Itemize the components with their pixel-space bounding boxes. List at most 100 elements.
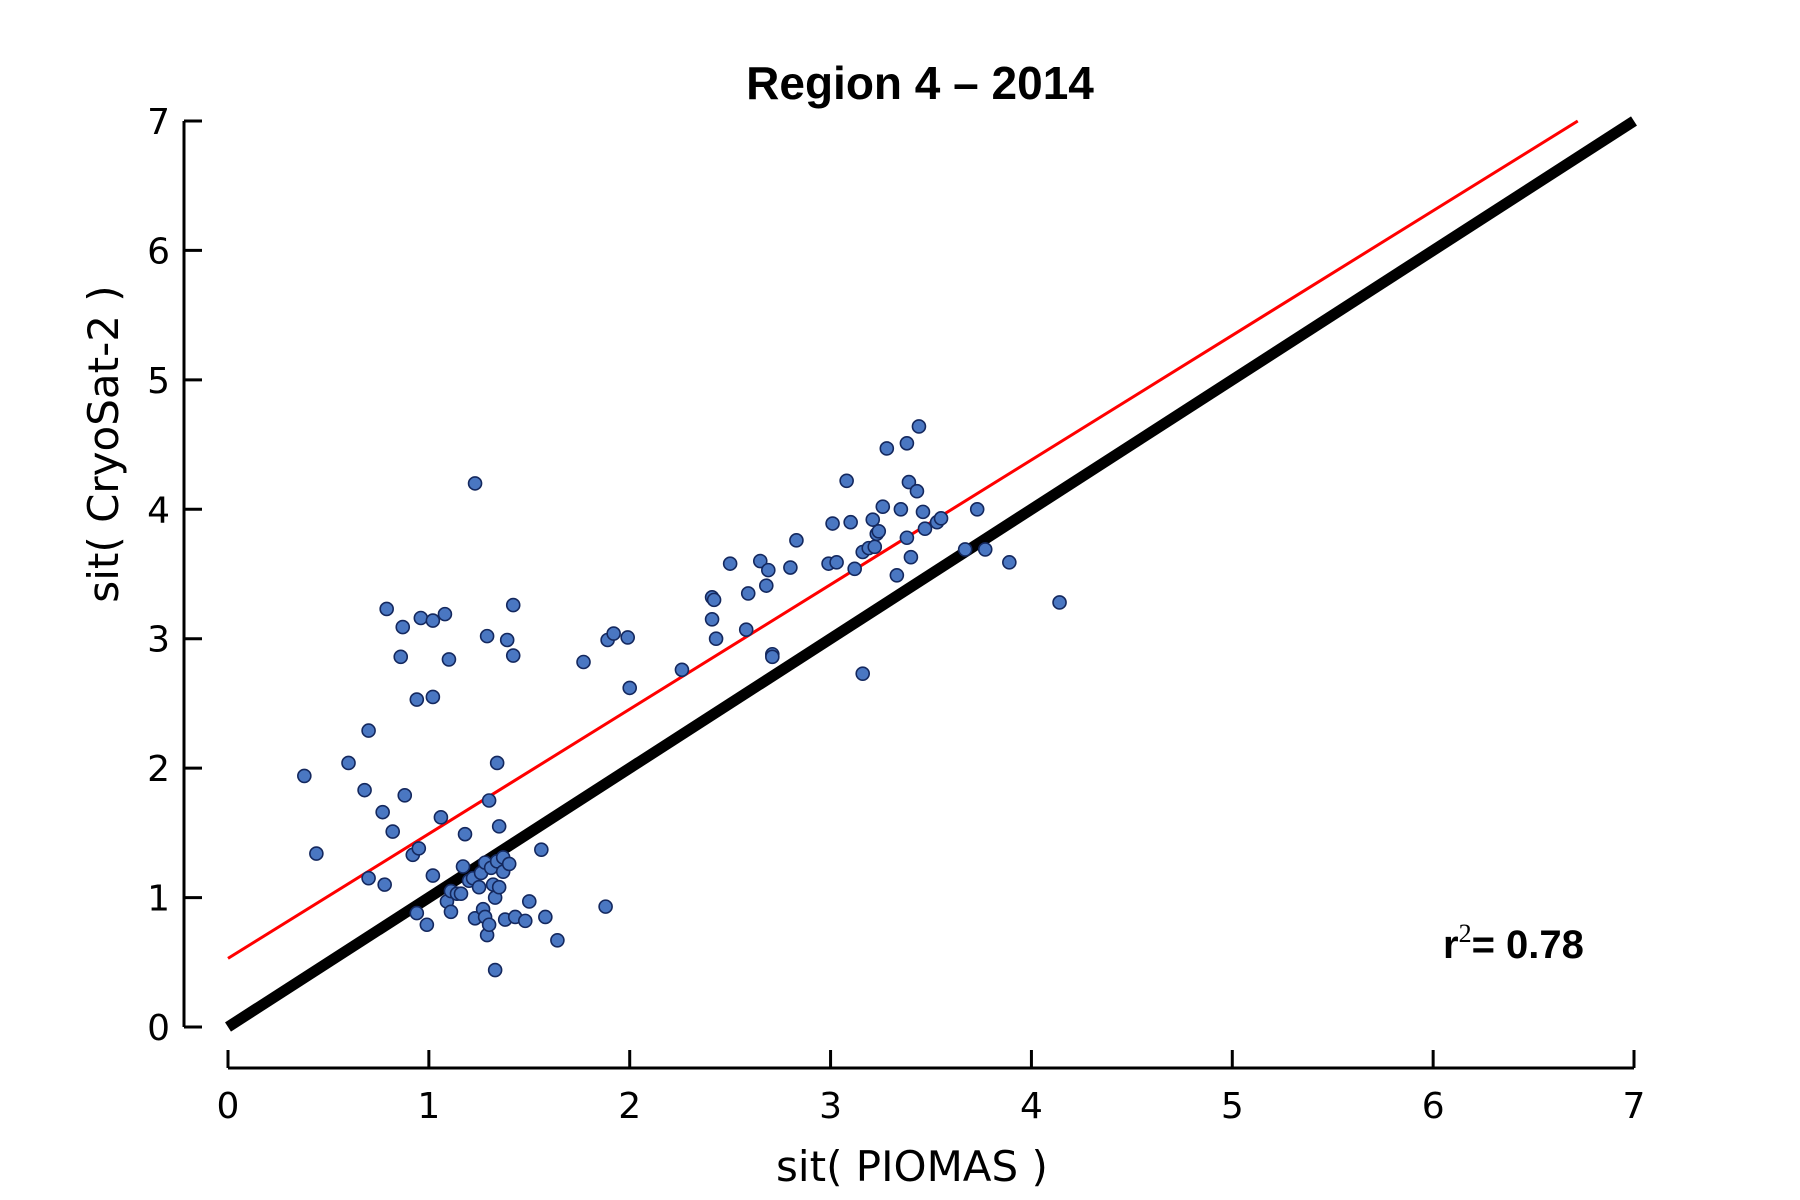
data-point bbox=[550, 932, 565, 948]
data-point bbox=[917, 521, 933, 537]
data-point bbox=[471, 879, 487, 895]
data-point bbox=[499, 632, 515, 648]
data-point bbox=[425, 689, 441, 705]
r-squared-annotation: r2= 0.78 bbox=[1443, 919, 1584, 967]
data-point bbox=[467, 476, 483, 491]
data-point bbox=[789, 533, 804, 548]
data-point bbox=[393, 649, 409, 665]
data-point bbox=[457, 826, 473, 842]
data-point bbox=[1052, 595, 1067, 610]
data-point bbox=[491, 879, 507, 895]
data-point bbox=[879, 441, 895, 456]
x-tick-label: 4 bbox=[1020, 1086, 1043, 1127]
data-point bbox=[437, 606, 453, 622]
y-tick-label: 0 bbox=[147, 1008, 170, 1049]
data-point bbox=[909, 483, 925, 499]
data-point bbox=[489, 755, 505, 771]
data-point bbox=[521, 894, 537, 909]
y-tick-label: 7 bbox=[147, 102, 170, 143]
data-point bbox=[1002, 555, 1017, 570]
one-to-one-line bbox=[225, 116, 1637, 1032]
data-point bbox=[425, 868, 441, 883]
x-tick-label: 5 bbox=[1221, 1086, 1244, 1127]
data-point bbox=[534, 842, 549, 857]
data-point bbox=[722, 556, 738, 571]
data-point bbox=[969, 501, 985, 517]
data-point bbox=[829, 555, 844, 570]
data-point bbox=[481, 793, 497, 808]
y-tick-label: 4 bbox=[147, 490, 170, 531]
axis-labels: sit( PIOMAS ) sit( CryoSat-2 ) bbox=[79, 285, 1048, 1191]
data-point bbox=[620, 630, 636, 645]
data-point bbox=[674, 662, 690, 678]
data-point bbox=[481, 917, 497, 933]
data-point bbox=[443, 904, 459, 920]
data-point bbox=[606, 626, 621, 641]
data-point bbox=[309, 846, 324, 861]
data-point bbox=[704, 611, 720, 627]
data-point bbox=[479, 628, 495, 644]
data-point bbox=[505, 648, 521, 663]
data-point bbox=[598, 899, 613, 914]
data-point bbox=[825, 516, 840, 531]
data-point bbox=[441, 652, 457, 667]
data-point bbox=[893, 501, 909, 517]
data-point bbox=[538, 909, 553, 925]
data-point bbox=[622, 680, 638, 696]
data-point bbox=[847, 561, 862, 577]
data-point bbox=[453, 886, 469, 901]
data-point bbox=[843, 514, 858, 530]
data-point bbox=[871, 523, 887, 539]
y-tick-label: 5 bbox=[147, 361, 170, 402]
data-point bbox=[377, 877, 392, 892]
data-point bbox=[889, 567, 905, 583]
data-point bbox=[576, 654, 591, 670]
data-point bbox=[397, 788, 413, 803]
y-axis-label: sit( CryoSat-2 ) bbox=[79, 285, 128, 602]
data-point bbox=[517, 913, 533, 929]
x-tick-label: 0 bbox=[217, 1086, 240, 1127]
data-point bbox=[915, 504, 931, 520]
data-point bbox=[867, 539, 883, 555]
data-point bbox=[977, 542, 993, 557]
data-point bbox=[361, 870, 376, 886]
data-point bbox=[738, 622, 754, 637]
data-point bbox=[706, 592, 722, 608]
x-axis-label: sit( PIOMAS ) bbox=[776, 1142, 1048, 1191]
x-tick-label: 6 bbox=[1422, 1086, 1445, 1127]
data-point bbox=[491, 819, 507, 834]
data-point bbox=[505, 597, 521, 613]
data-point bbox=[740, 586, 756, 601]
data-point bbox=[899, 530, 915, 546]
y-tick-label: 1 bbox=[147, 879, 170, 920]
x-tick-label: 2 bbox=[618, 1086, 641, 1127]
title-group: Region 4 – 2014 bbox=[746, 57, 1094, 109]
data-point bbox=[708, 631, 724, 647]
data-point bbox=[758, 578, 774, 593]
data-point bbox=[855, 666, 871, 681]
data-point bbox=[425, 613, 441, 628]
x-tick-label: 3 bbox=[819, 1086, 842, 1127]
data-point bbox=[487, 962, 503, 978]
y-tick-label: 2 bbox=[147, 749, 170, 790]
r-squared-label: r2= 0.78 bbox=[1443, 919, 1584, 967]
y-tick-label: 3 bbox=[147, 620, 170, 661]
data-point bbox=[433, 810, 449, 825]
data-point bbox=[455, 859, 471, 874]
axes: 0 1 2 3 4 5 6 7 0 1 2 3 4 5 6 7 bbox=[147, 102, 1645, 1127]
x-tick-label: 7 bbox=[1623, 1086, 1646, 1127]
data-point bbox=[413, 610, 429, 626]
regression-lines bbox=[225, 116, 1637, 1032]
data-point bbox=[903, 549, 919, 565]
data-point bbox=[395, 619, 411, 635]
data-point bbox=[899, 435, 915, 451]
x-tick-label: 1 bbox=[417, 1086, 440, 1127]
data-point bbox=[297, 768, 312, 784]
data-point bbox=[761, 562, 776, 578]
data-point bbox=[901, 474, 917, 490]
data-point bbox=[379, 601, 394, 617]
data-point bbox=[409, 692, 425, 707]
data-point bbox=[375, 804, 390, 820]
data-point bbox=[411, 841, 427, 856]
